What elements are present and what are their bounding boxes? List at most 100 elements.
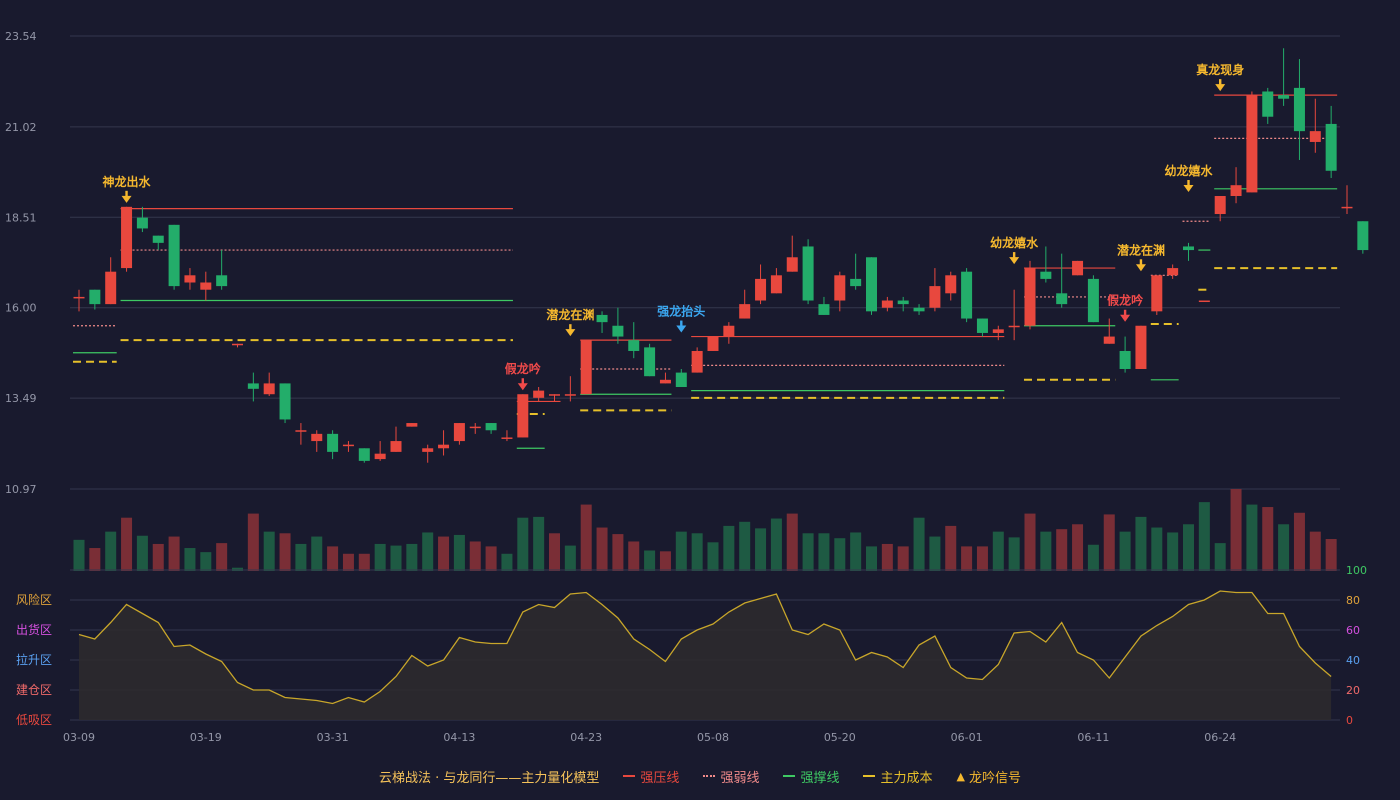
volume-bar: [232, 567, 243, 571]
legend-weak-label: 强弱线: [720, 770, 760, 786]
legend-item-weak[interactable]: 强弱线: [703, 767, 759, 786]
signal-label: 假龙吟: [1107, 293, 1143, 308]
volume-bar: [691, 533, 703, 571]
volume-bar: [1024, 513, 1036, 571]
signal-arrow: [565, 329, 576, 337]
triangle-icon: ▲: [956, 769, 965, 783]
candle-body: [739, 304, 751, 319]
volume-bar: [850, 532, 862, 571]
candle-body: [564, 394, 576, 396]
signal-arrow: [1183, 185, 1194, 193]
candle-body: [168, 224, 180, 287]
signal-arrow-stem: [1187, 180, 1190, 187]
candle-body: [755, 278, 767, 301]
chart-legend: 云梯战法 · 与龙同行——主力量化模型 强压线 强弱线 强撑线 主力成本 ▲ 龙…: [0, 764, 1400, 788]
signal-label: 幼龙嬉水: [1164, 163, 1213, 178]
date-tick-label: 03-19: [190, 731, 222, 744]
legend-item-cost[interactable]: 主力成本: [863, 767, 932, 786]
candle-body: [770, 275, 782, 294]
candle-body: [786, 257, 798, 272]
osc-zone-label: 低吸区: [16, 713, 52, 727]
candle-body: [976, 318, 988, 333]
price-tick-label: 16.00: [5, 302, 37, 315]
signal-arrow-stem: [521, 378, 524, 385]
volume-bar: [1103, 514, 1115, 571]
volume-bar: [279, 533, 291, 571]
volume-bar: [374, 543, 386, 571]
candle-body: [406, 423, 418, 427]
volume-bar: [881, 543, 893, 571]
date-tick-label: 04-23: [570, 731, 602, 744]
volume-bar: [1198, 502, 1210, 571]
legend-item-support[interactable]: 强撑线: [783, 767, 839, 786]
volume-bar: [422, 532, 434, 571]
date-tick-label: 03-09: [63, 731, 95, 744]
signal-label: 假龙吟: [505, 361, 541, 376]
volume-bar: [770, 518, 782, 571]
candle-body: [961, 271, 973, 319]
signal-arrow-stem: [1123, 309, 1127, 316]
osc-tick-label: 20: [1346, 684, 1360, 697]
volume-bar: [438, 536, 450, 571]
volume-bar: [897, 546, 909, 571]
volume-bar: [1167, 532, 1179, 571]
candle-body: [533, 390, 545, 398]
legend-title: 云梯战法 · 与龙同行——主力量化模型: [379, 770, 600, 786]
volume-bar: [358, 553, 370, 571]
volume-bar: [612, 534, 624, 571]
signal-arrow: [517, 383, 528, 391]
oscillator-area: [79, 591, 1332, 720]
signal-arrow: [1120, 314, 1131, 322]
candle-body: [295, 430, 307, 432]
volume-bar: [247, 513, 259, 571]
legend-item-resistance[interactable]: 强压线: [623, 767, 679, 786]
candle-body: [247, 383, 259, 389]
signal-arrow: [1135, 264, 1146, 272]
legend-item-signal[interactable]: ▲ 龙吟信号: [956, 767, 1020, 786]
candle-body: [327, 433, 339, 452]
candle-body: [691, 350, 703, 373]
volume-bar: [533, 516, 545, 571]
candle-body: [659, 379, 671, 384]
volume-bar: [1325, 539, 1337, 571]
volume-bar: [1214, 543, 1226, 571]
candle-body: [580, 340, 592, 395]
signal-arrow-stem: [569, 324, 572, 331]
volume-bar: [961, 546, 973, 571]
volume-bar: [168, 536, 180, 571]
candle-body: [675, 372, 687, 388]
signal-arrow-stem: [1012, 252, 1016, 259]
candle-body: [1262, 91, 1274, 117]
signal-label: 潜龙在渊: [546, 307, 594, 322]
candle-body: [802, 246, 814, 301]
candle-body: [834, 275, 846, 301]
date-tick-label: 04-13: [443, 731, 475, 744]
volume-bar: [628, 541, 640, 571]
date-tick-label: 05-20: [824, 731, 856, 744]
date-tick-label: 06-24: [1204, 731, 1236, 744]
legend-cost-label: 主力成本: [880, 770, 933, 786]
signal-label: 幼龙嬉水: [990, 235, 1039, 250]
volume-bar: [802, 533, 814, 571]
legend-signal-label: 龙吟信号: [968, 770, 1021, 786]
candle-body: [1230, 185, 1242, 197]
candle-body: [121, 206, 133, 269]
volume-bar: [675, 531, 687, 571]
candle-body: [517, 394, 529, 438]
candle-body: [929, 286, 941, 308]
volume-bar: [295, 543, 307, 571]
candle-body: [612, 325, 624, 337]
volume-bar: [976, 546, 988, 571]
volume-bar: [485, 546, 497, 571]
candle-body: [1151, 275, 1163, 312]
volume-bar: [913, 517, 925, 571]
volume-bar: [327, 546, 339, 571]
candle-body: [1024, 268, 1036, 326]
candle-body: [1056, 293, 1068, 305]
candle-body: [89, 289, 101, 305]
volume-bar: [659, 551, 671, 571]
candle-body: [358, 448, 370, 461]
volume-bar: [152, 543, 164, 571]
price-tick-label: 21.02: [5, 121, 37, 134]
